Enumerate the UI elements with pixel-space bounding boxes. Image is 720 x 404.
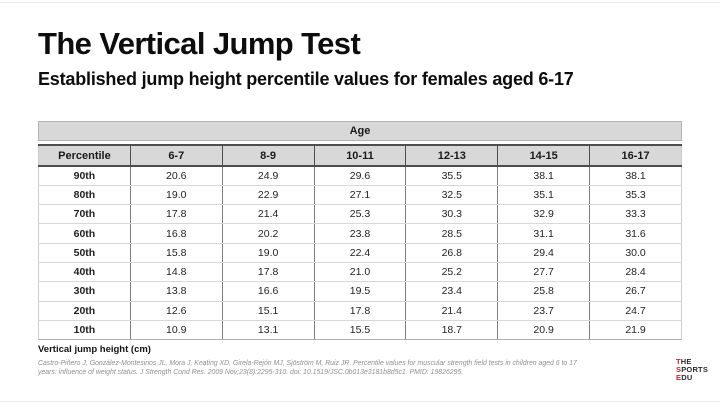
value-cell: 15.5 [313,320,406,341]
column-header-6-7: 6-7 [129,144,223,167]
column-header-14-15: 14-15 [497,144,590,167]
value-cell: 23.4 [405,281,498,302]
value-cell: 13.8 [129,281,223,302]
value-cell: 32.5 [405,185,498,206]
value-cell: 32.9 [497,204,590,225]
table-caption: Vertical jump height (cm) [38,344,151,355]
value-cell: 28.4 [589,262,682,283]
value-cell: 38.1 [589,166,682,186]
value-cell: 33.3 [589,204,682,225]
table-row: 30th 13.8 16.6 19.5 23.4 25.8 26.7 [38,281,682,302]
value-cell: 19.0 [221,243,315,263]
logo-line: SPORTS [676,364,709,374]
page-title: The Vertical Jump Test [38,26,361,61]
value-cell: 29.6 [313,166,406,186]
table-row: 60th 16.8 20.2 23.8 28.5 31.1 31.6 [38,223,682,244]
value-cell: 23.7 [497,301,590,321]
value-cell: 27.1 [313,185,406,206]
value-cell: 17.8 [221,262,315,283]
value-cell: 21.4 [405,301,498,321]
value-cell: 35.5 [405,166,498,186]
value-cell: 25.2 [405,262,498,283]
logo-line: EDU [676,372,693,382]
value-cell: 27.7 [497,262,590,283]
table-row: 20th 12.6 15.1 17.8 21.4 23.7 24.7 [38,301,682,321]
table-row: 50th 15.8 19.0 22.4 26.8 29.4 30.0 [38,243,682,263]
column-header-16-17: 16-17 [589,144,682,167]
percentile-label: 50th [38,243,131,263]
value-cell: 14.8 [129,262,223,283]
table-row: 70th 17.8 21.4 25.3 30.3 32.9 33.3 [38,204,682,225]
value-cell: 18.7 [405,320,498,341]
column-header-12-13: 12-13 [405,144,498,167]
value-cell: 30.3 [405,204,498,225]
logo-line: THE [676,357,692,366]
citation: Castro-Piñero J, González-Montesinos JL,… [38,360,598,377]
value-cell: 31.6 [589,223,682,244]
value-cell: 26.7 [589,281,682,302]
table-row: 80th 19.0 22.9 27.1 32.5 35.1 35.3 [38,185,682,206]
value-cell: 12.6 [129,301,223,321]
value-cell: 35.1 [497,185,590,206]
value-cell: 22.9 [221,185,315,206]
value-cell: 25.8 [497,281,590,302]
table-row: 10th 10.9 13.1 15.5 18.7 20.9 21.9 [38,320,682,341]
column-header-8-9: 8-9 [221,144,315,167]
value-cell: 24.9 [221,166,315,186]
percentile-table-wrap: Age Percentile 6-7 8-9 10-11 12-13 14-15 16-17… [38,121,682,341]
value-cell: 20.9 [497,320,590,341]
citation-line-2: years: influence of weight status. J Str… [38,368,464,376]
slide-bottom-edge [0,401,720,402]
percentile-table: Percentile 6-7 8-9 10-11 12-13 14-15 16-17 90t… [38,144,682,341]
value-cell: 15.1 [221,301,315,321]
value-cell: 19.0 [129,185,223,206]
value-cell: 25.3 [313,204,406,225]
table-row: 90th 20.6 24.9 29.6 35.5 38.1 38.1 [38,166,682,186]
percentile-label: 70th [38,204,131,225]
value-cell: 19.5 [313,281,406,302]
value-cell: 21.9 [589,320,682,341]
value-cell: 21.4 [221,204,315,225]
citation-line-1: Castro-Piñero J, González-Montesinos JL,… [38,360,577,367]
percentile-label: 40th [38,262,131,283]
age-header: Age [38,121,682,141]
percentile-label: 60th [38,223,131,244]
column-header-10-11: 10-11 [313,144,406,167]
value-cell: 10.9 [129,320,223,341]
value-cell: 31.1 [497,223,590,244]
percentile-label: 10th [38,320,131,341]
slide-top-edge [0,2,720,3]
value-cell: 16.6 [221,281,315,302]
value-cell: 13.1 [221,320,315,341]
table-body: 90th 20.6 24.9 29.6 35.5 38.1 38.1 80th 19.0 22.9… [38,166,682,341]
column-header-percentile: Percentile [38,144,131,167]
value-cell: 38.1 [497,166,590,186]
sports-edu-logo: THE SPORTS EDU [676,358,708,381]
value-cell: 17.8 [129,204,223,225]
value-cell: 20.2 [221,223,315,244]
value-cell: 20.6 [129,166,223,186]
table-row: 40th 14.8 17.8 21.0 25.2 27.7 28.4 [38,262,682,283]
value-cell: 21.0 [313,262,406,283]
value-cell: 22.4 [313,243,406,263]
value-cell: 16.8 [129,223,223,244]
value-cell: 35.3 [589,185,682,206]
value-cell: 28.5 [405,223,498,244]
page-subtitle: Established jump height percentile value… [38,69,574,89]
value-cell: 23.8 [313,223,406,244]
value-cell: 26.8 [405,243,498,263]
value-cell: 29.4 [497,243,590,263]
column-header-row: Percentile 6-7 8-9 10-11 12-13 14-15 16-17 [38,144,682,167]
value-cell: 30.0 [589,243,682,263]
table-head: Percentile 6-7 8-9 10-11 12-13 14-15 16-17 [38,144,682,167]
percentile-label: 90th [38,166,131,186]
value-cell: 17.8 [313,301,406,321]
value-cell: 15.8 [129,243,223,263]
percentile-label: 20th [38,301,131,321]
percentile-label: 30th [38,281,131,302]
percentile-label: 80th [38,185,131,206]
value-cell: 24.7 [589,301,682,321]
